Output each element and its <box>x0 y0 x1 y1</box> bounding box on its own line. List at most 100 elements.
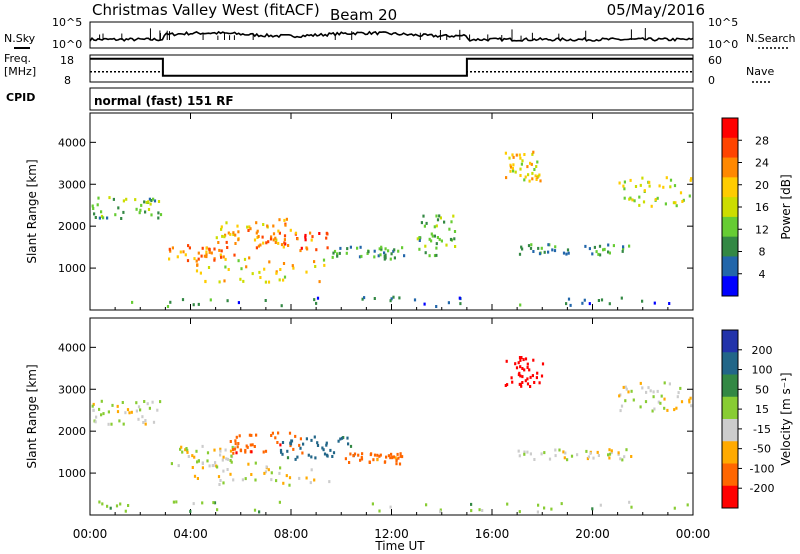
echo-cell <box>617 452 620 456</box>
echo-cell <box>168 247 171 251</box>
echo-cell <box>294 231 298 235</box>
echo-cell <box>135 401 138 405</box>
echo-cell <box>304 238 307 242</box>
echo-cell <box>106 216 109 220</box>
echo-cell <box>628 244 631 248</box>
echo-cell <box>630 389 633 393</box>
echo-cell <box>107 410 110 414</box>
echo-cell <box>196 477 199 480</box>
echo-cell <box>689 396 692 400</box>
echo-region <box>98 500 689 514</box>
echo-cell <box>514 362 517 366</box>
echo-cell <box>621 458 624 462</box>
echo-cell <box>349 452 352 456</box>
echo-cell <box>187 455 190 458</box>
echo-cell <box>677 391 680 395</box>
echo-cell <box>288 476 292 480</box>
echo-cell <box>130 410 133 414</box>
echo-cell <box>647 386 650 390</box>
echo-cell <box>567 251 570 255</box>
echo-cell <box>366 252 369 255</box>
echo-cell <box>98 500 101 504</box>
echo-cell <box>270 235 273 239</box>
echo-cell <box>300 246 303 250</box>
echo-cell <box>518 371 521 375</box>
echo-cell <box>221 458 224 462</box>
echo-cell <box>197 302 200 306</box>
echo-cell <box>139 208 142 212</box>
echo-cell <box>602 248 605 252</box>
echo-cell <box>314 265 317 268</box>
colorbar-tick-label: 20 <box>755 179 769 192</box>
echo-cell <box>179 250 182 254</box>
echo-cell <box>607 243 610 247</box>
echo-cell <box>532 250 535 253</box>
echo-cell <box>120 217 123 220</box>
echo-cell <box>597 252 600 256</box>
echo-cell <box>373 297 376 300</box>
echo-cell <box>152 420 156 424</box>
echo-cell <box>512 163 515 167</box>
echo-cell <box>225 457 228 461</box>
echo-cell <box>620 296 623 300</box>
echo-cell <box>622 245 625 249</box>
echo-region <box>504 150 542 183</box>
echo-cell <box>535 178 538 181</box>
echo-cell <box>220 249 223 253</box>
echo-cell <box>275 479 278 483</box>
echo-cell <box>258 270 261 274</box>
echo-cell <box>216 508 219 512</box>
y-tick-label: 4000 <box>58 341 86 354</box>
echo-cell <box>111 403 114 407</box>
echo-cell <box>458 296 461 300</box>
echo-cell <box>660 394 663 398</box>
noise-panel: N.Sky 10^5 10^0 10^5 10^0 N.Search <box>4 16 796 51</box>
echo-cell <box>384 253 387 257</box>
echo-cell <box>470 509 473 513</box>
echo-cell <box>519 374 522 378</box>
echo-cell <box>172 500 175 504</box>
echo-cell <box>200 254 203 258</box>
echo-cell <box>597 299 600 302</box>
x-tick-label: 12:00 <box>374 527 409 541</box>
echo-cell <box>157 211 160 215</box>
echo-cell <box>341 436 344 440</box>
echo-cell <box>519 156 522 160</box>
echo-cell <box>435 305 438 308</box>
echo-cell <box>304 233 307 237</box>
echo-cell <box>619 393 622 397</box>
echo-cell <box>140 203 143 207</box>
echo-cell <box>126 408 130 412</box>
echo-cell <box>621 249 624 253</box>
echo-cell <box>144 419 147 422</box>
echo-region <box>279 435 355 461</box>
noise-left-label: N.Sky <box>4 32 36 45</box>
echo-cell <box>530 243 533 247</box>
echo-cell <box>219 479 222 482</box>
echo-cell <box>689 178 692 182</box>
echo-cell <box>298 443 301 447</box>
echo-cell <box>278 278 281 282</box>
echo-cell <box>147 208 151 211</box>
echo-cell <box>277 431 280 435</box>
freq-label: Freq. <box>4 52 31 65</box>
echo-cell <box>623 196 626 200</box>
echo-cell <box>515 153 518 157</box>
freq-tick-bottom: 8 <box>64 74 71 87</box>
echo-cell <box>618 181 621 185</box>
echo-cell <box>353 452 357 456</box>
x-tick-label: 04:00 <box>173 527 208 541</box>
echo-cell <box>642 200 646 204</box>
echo-cell <box>536 371 539 375</box>
echo-region <box>518 243 631 257</box>
echo-cell <box>532 150 535 154</box>
echo-cell <box>220 227 223 231</box>
echo-cell <box>585 449 588 453</box>
echo-cell <box>305 270 308 274</box>
echo-cell <box>227 231 230 235</box>
echo-cell <box>523 452 526 456</box>
echo-cell <box>272 238 275 242</box>
echo-cell <box>653 407 656 411</box>
echo-cell <box>219 453 222 457</box>
